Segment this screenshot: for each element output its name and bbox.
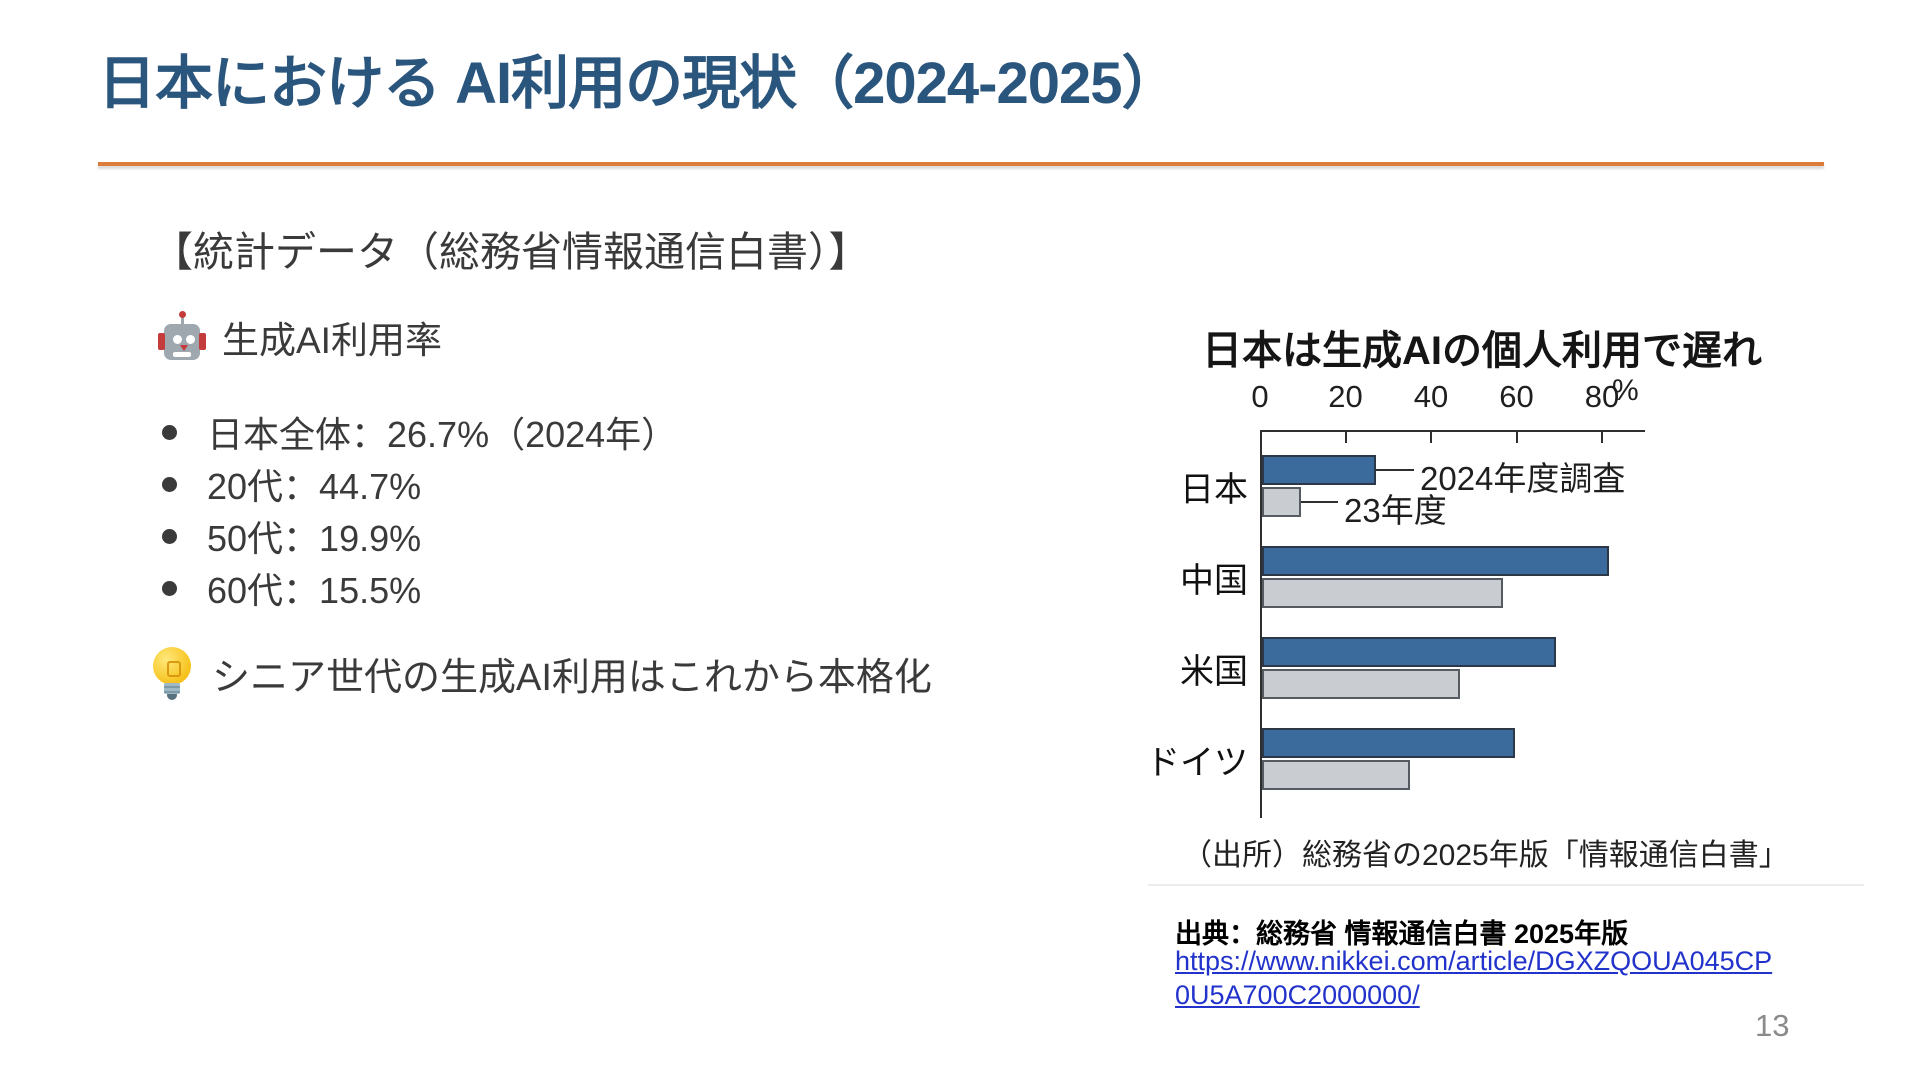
- x-tick-mark: [1601, 430, 1603, 443]
- bar-row0-series0: [1262, 455, 1377, 485]
- stat-subheading-label: 生成AI利用率: [222, 320, 442, 361]
- x-axis-line: [1260, 430, 1645, 432]
- annotation-label: 2024年度調査: [1420, 460, 1626, 497]
- bar-row2-series0: [1262, 637, 1557, 667]
- x-tick-label: 0: [1251, 379, 1269, 414]
- x-tick-label: 80: [1584, 379, 1620, 414]
- bullet-icon: [162, 528, 177, 544]
- source-link-line2[interactable]: 0U5A700C2000000/: [1175, 980, 1420, 1010]
- chart-title: 日本は生成AIの個人利用で遅れ: [1202, 329, 1762, 373]
- x-tick-mark: [1430, 430, 1432, 443]
- page-title: 日本における AI利用の現状（2024-2025）: [98, 51, 1179, 116]
- bullet-icon: [162, 580, 177, 596]
- x-tick-mark: [1344, 430, 1347, 443]
- list-item: 60代：15.5%: [162, 562, 677, 614]
- bullet-icon: [162, 424, 177, 440]
- category-label: ドイツ: [1146, 744, 1248, 782]
- stats-heading: 【統計データ（総務省情報通信白書）】: [152, 229, 870, 275]
- bar-row3-series0: [1262, 728, 1516, 758]
- list-item: 50代：19.9%: [162, 510, 677, 562]
- bullet-text: 日本全体：26.7%（2024年）: [207, 414, 678, 455]
- stat-subheading: 生成AI利用率: [158, 310, 442, 364]
- bar-row2-series1: [1262, 669, 1460, 699]
- chart-image-bottom-edge: [1148, 884, 1864, 886]
- list-item: 20代：44.7%: [162, 458, 677, 510]
- source-link-line1[interactable]: https://www.nikkei.com/article/DGXZQOUA0…: [1175, 946, 1773, 976]
- citation-text: 出典：総務省 情報通信白書 2025年版: [1175, 919, 1629, 949]
- callout-text: シニア世代の生成AI利用はこれから本格化: [212, 657, 932, 699]
- bar-row1-series1: [1262, 578, 1503, 608]
- x-tick-label: 20: [1328, 379, 1363, 414]
- category-label: 日本: [1180, 471, 1248, 509]
- annotation-leader-line: [1300, 501, 1338, 503]
- title-divider: [98, 162, 1824, 166]
- robot-icon: [158, 311, 206, 360]
- stats-bullet-list: 日本全体：26.7%（2024年） 20代：44.7% 50代：19.9% 60…: [162, 406, 677, 614]
- axis-unit-label: %: [1612, 374, 1639, 407]
- bullet-icon: [162, 476, 177, 492]
- x-tick-mark: [1515, 430, 1518, 443]
- page-number: 13: [1755, 1008, 1790, 1043]
- bar-row1-series0: [1262, 546, 1610, 576]
- bullet-text: 60代：15.5%: [207, 570, 422, 611]
- callout: シニア世代の生成AI利用はこれから本格化: [150, 646, 932, 701]
- bar-row3-series1: [1262, 760, 1410, 790]
- x-tick-label: 60: [1499, 379, 1534, 414]
- source-link[interactable]: https://www.nikkei.com/article/DGXZQOUA0…: [1175, 944, 1772, 1012]
- chart-source-caption: （出所）総務省の2025年版「情報通信白書」: [1182, 839, 1789, 872]
- y-axis-line: [1260, 430, 1262, 818]
- annotation-leader-line: [1376, 469, 1414, 471]
- bullet-text: 20代：44.7%: [207, 466, 422, 507]
- annotation-label: 23年度: [1344, 492, 1447, 529]
- category-label: 中国: [1180, 562, 1248, 600]
- bullet-text: 50代：19.9%: [207, 518, 422, 559]
- category-label: 米国: [1180, 653, 1248, 691]
- list-item: 日本全体：26.7%（2024年）: [162, 406, 677, 458]
- x-tick-label: 40: [1413, 379, 1449, 414]
- bar-row0-series1: [1262, 487, 1301, 517]
- lightbulb-icon: [150, 646, 194, 701]
